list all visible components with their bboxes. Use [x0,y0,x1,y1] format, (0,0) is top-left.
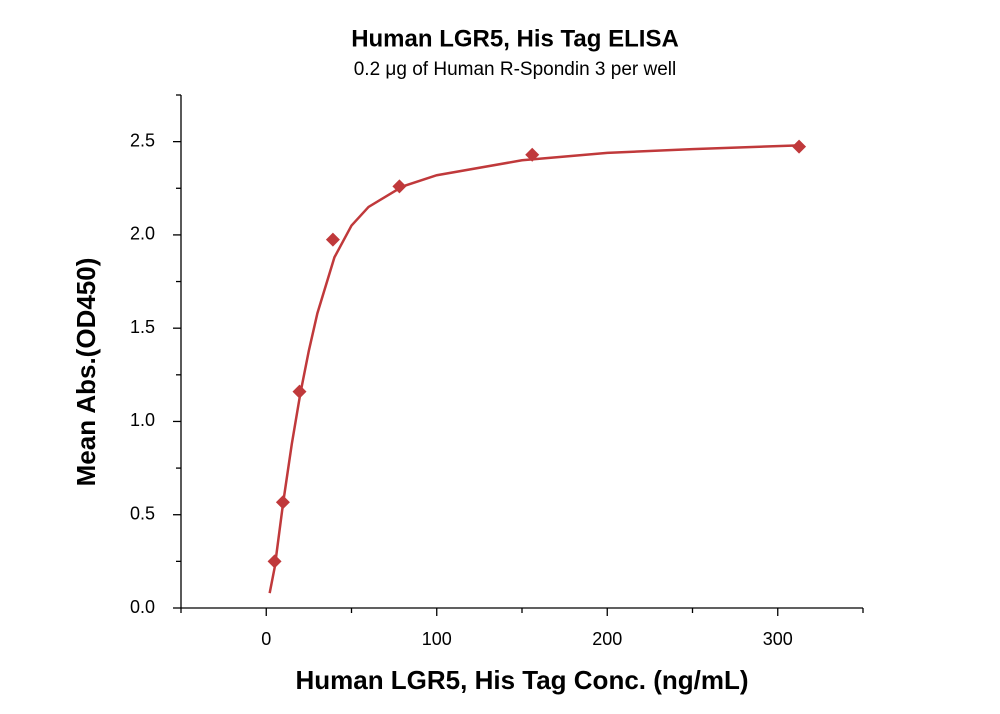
data-point [525,147,540,162]
data-point [392,179,407,194]
x-tick-label: 300 [763,629,793,649]
chart-title: Human LGR5, His Tag ELISA [351,25,679,52]
chart-subtitle: 0.2 μg of Human R-Spondin 3 per well [354,59,677,80]
data-point [325,232,340,247]
y-axis-label: Mean Abs.(OD450) [71,258,101,487]
data-point [275,495,290,510]
y-tick-label: 1.5 [130,317,155,337]
data-point [267,554,282,569]
data-point [292,384,307,399]
x-tick-label: 0 [261,629,271,649]
x-axis-label: Human LGR5, His Tag Conc. (ng/mL) [295,665,748,695]
y-tick-label: 2.5 [130,130,155,150]
x-tick-label: 200 [592,629,622,649]
y-tick-label: 0.0 [130,597,155,617]
y-tick-label: 0.5 [130,503,155,523]
y-tick-label: 1.0 [130,410,155,430]
data-point [792,139,807,154]
fit-curve [268,144,800,594]
x-tick-label: 100 [422,629,452,649]
y-tick-label: 2.0 [130,224,155,244]
